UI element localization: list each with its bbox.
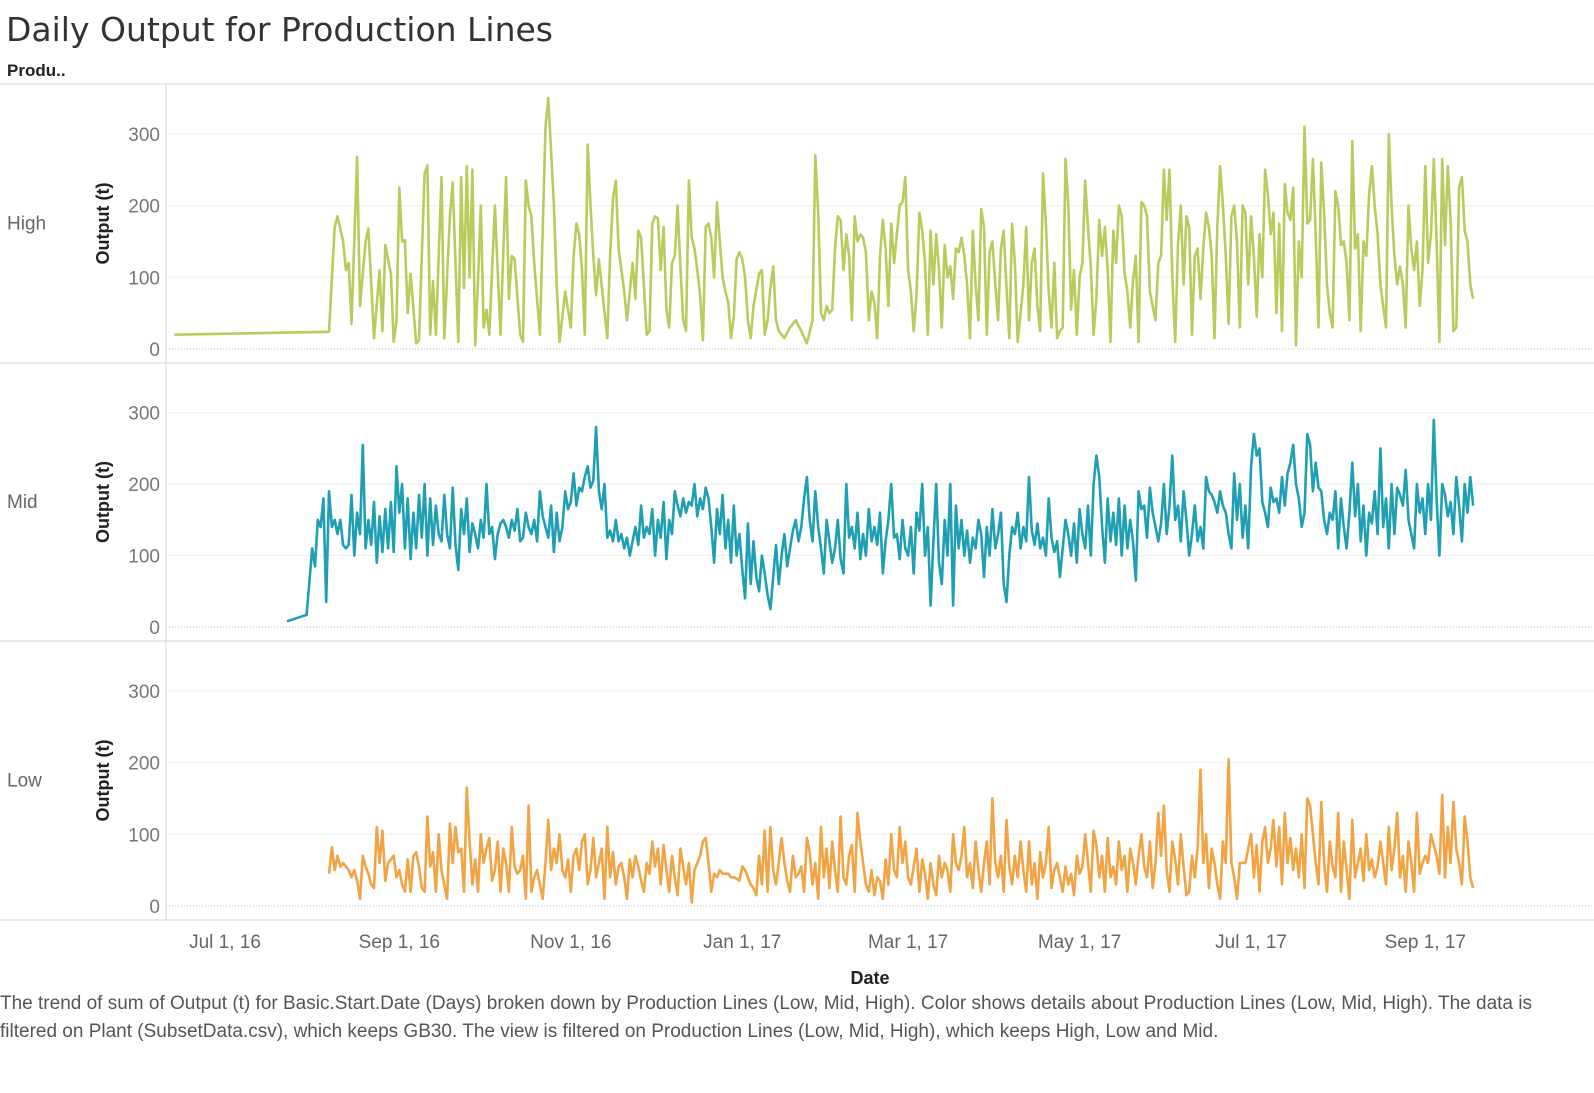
chart-caption: The trend of sum of Output (t) for Basic…	[0, 993, 1532, 1042]
y-tick-label: 300	[128, 404, 160, 425]
y-axis-title: Output (t)	[93, 183, 113, 265]
y-tick-label: 100	[128, 268, 160, 289]
x-tick-label: Jul 1, 17	[1215, 932, 1287, 953]
series-line-high[interactable]	[174, 96, 1475, 347]
x-axis-title: Date	[850, 968, 889, 985]
series-line-mid[interactable]	[286, 418, 1475, 623]
series-line-low[interactable]	[327, 757, 1475, 904]
panel-low: 0 100 200 300 Output (t) Low	[0, 640, 1594, 918]
x-tick-label: Mar 1, 17	[868, 932, 948, 953]
chart-title: Daily Output for Production Lines	[6, 10, 553, 49]
y-axis-title: Output (t)	[93, 740, 113, 822]
x-tick-label: Nov 1, 16	[530, 932, 611, 953]
facet-header-production-lines[interactable]: Produ..	[7, 61, 66, 80]
y-tick-label: 300	[128, 125, 160, 146]
chart-panels: 0 100 200 300 Output (t) High 0 100 200 300 Output…	[0, 96, 1594, 918]
row-header-low[interactable]: Low	[7, 771, 42, 792]
x-tick-label: Jan 1, 17	[703, 932, 781, 953]
y-tick-label: 200	[128, 754, 160, 775]
y-tick-label: 100	[128, 547, 160, 568]
row-header-high[interactable]: High	[7, 214, 46, 235]
y-tick-label: 200	[128, 475, 160, 496]
x-tick-label: Sep 1, 16	[359, 932, 440, 953]
line-chart: 0 100 200 300 Output (t) High 0 100 200 300 Output…	[0, 83, 1594, 985]
y-tick-label: 200	[128, 197, 160, 218]
y-tick-label: 100	[128, 825, 160, 846]
y-axis-title: Output (t)	[93, 461, 113, 543]
panel-high: 0 100 200 300 Output (t) High	[7, 96, 1594, 361]
panel-mid: 0 100 200 300 Output (t) Mid	[0, 362, 1594, 639]
chart-frame	[0, 83, 1594, 921]
row-header-mid[interactable]: Mid	[7, 492, 38, 513]
x-tick-label: May 1, 17	[1038, 932, 1121, 953]
y-tick-label: 0	[149, 897, 160, 918]
x-axis: Jul 1, 16 Sep 1, 16 Nov 1, 16 Jan 1, 17 Mar …	[189, 932, 1466, 985]
y-tick-label: 0	[149, 618, 160, 639]
y-tick-label: 0	[149, 340, 160, 361]
x-tick-label: Sep 1, 17	[1385, 932, 1466, 953]
y-tick-label: 300	[128, 682, 160, 703]
x-tick-label: Jul 1, 16	[189, 932, 261, 953]
